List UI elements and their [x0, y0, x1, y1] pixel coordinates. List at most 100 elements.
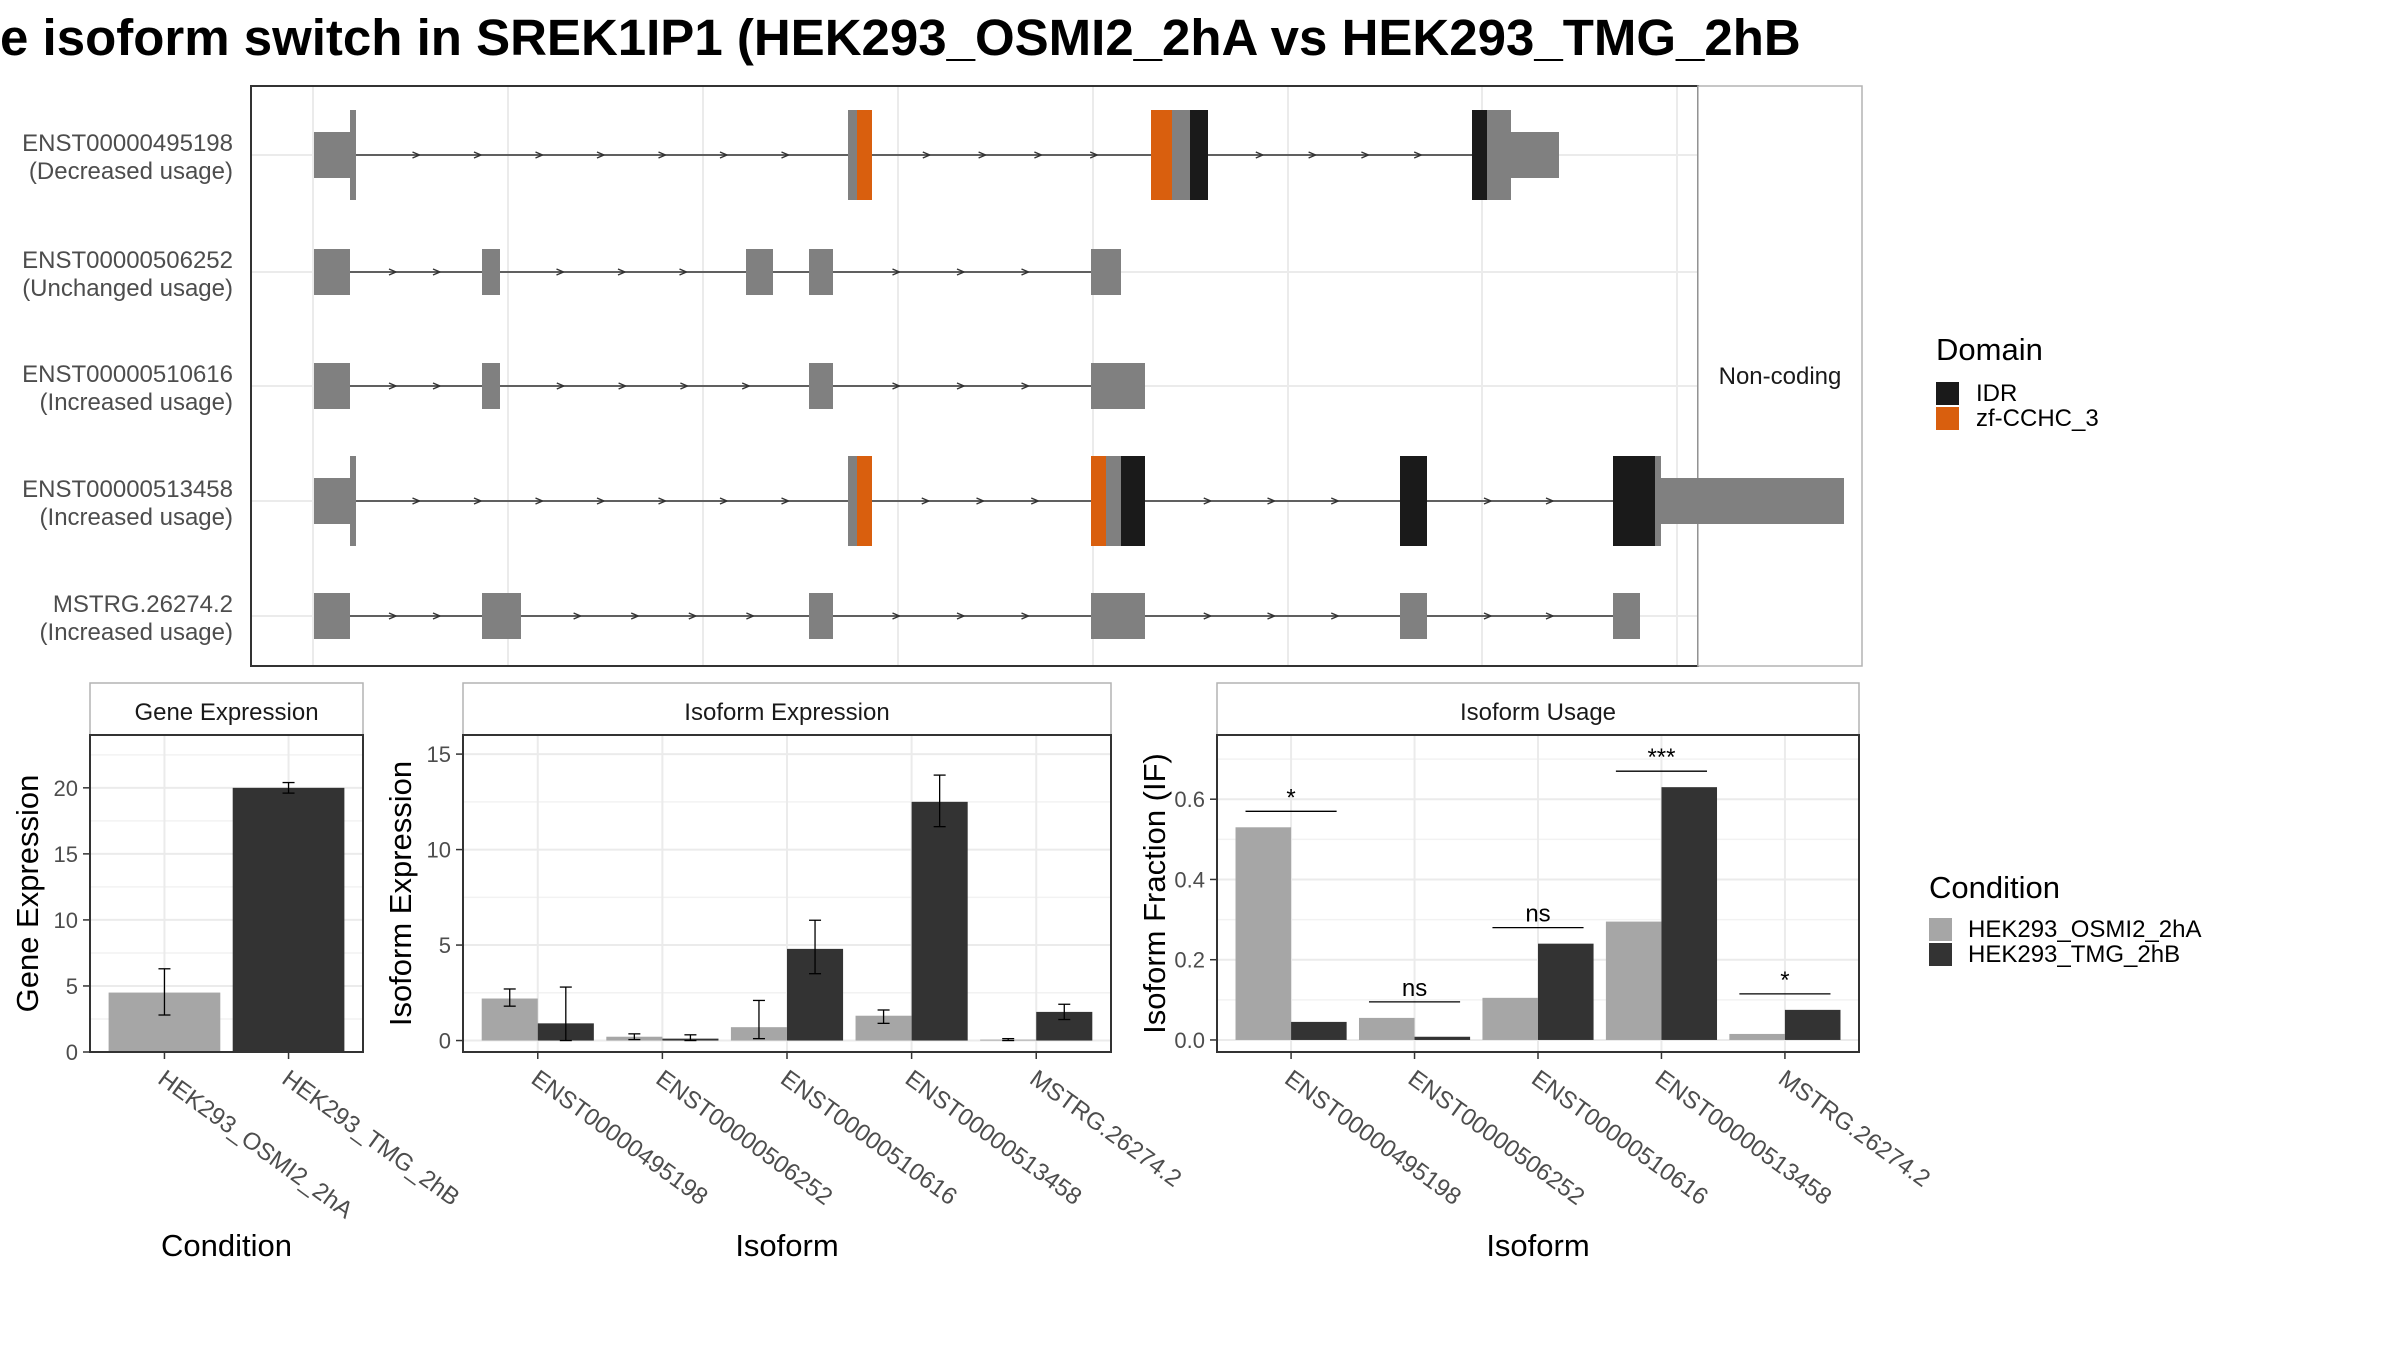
bar — [1661, 787, 1718, 1040]
exon-utr — [1091, 249, 1121, 295]
strand-arrow — [781, 151, 791, 159]
strand-arrow — [719, 151, 729, 159]
strand-arrow — [922, 151, 932, 159]
y-tick-label: 5 — [66, 974, 78, 999]
bar — [1605, 921, 1662, 1040]
domain-legend-label: zf-CCHC_3 — [1976, 405, 2099, 432]
isoform-usage-label: (Increased usage) — [40, 504, 233, 531]
strand-arrow — [556, 268, 566, 276]
bar — [911, 801, 968, 1041]
bar — [1291, 1021, 1347, 1040]
strand-arrow — [1021, 268, 1031, 276]
condition-legend-key — [1929, 918, 1952, 941]
bar — [232, 787, 345, 1052]
significance-label: * — [1780, 967, 1789, 994]
y-axis-title: Isoform Expression — [383, 761, 418, 1026]
exon-cds — [1106, 456, 1121, 546]
exon-idr — [1472, 110, 1487, 200]
domain-legend-label: IDR — [1976, 380, 2017, 407]
strand-arrow — [719, 497, 729, 505]
y-tick-label: 15 — [54, 842, 78, 867]
strand-arrow — [956, 268, 966, 276]
condition-legend-label: HEK293_OSMI2_2hA — [1968, 916, 2201, 943]
strand-arrow — [1545, 497, 1555, 505]
strand-arrow — [596, 497, 606, 505]
exon-cds — [350, 110, 356, 200]
strand-arrow — [1483, 497, 1493, 505]
strand-arrow — [1483, 612, 1493, 620]
isoform-expression-panel: Isoform Expression051015ENST00000495198E… — [383, 682, 1186, 1263]
bar — [1358, 1017, 1415, 1040]
strand-arrow — [892, 268, 902, 276]
y-tick-label: 15 — [427, 742, 451, 767]
x-axis-title: Isoform — [735, 1228, 838, 1263]
strand-arrow — [432, 382, 442, 390]
y-tick-label: 0 — [66, 1040, 78, 1065]
domain-legend-title: Domain — [1936, 332, 2043, 367]
significance-label: ns — [1402, 975, 1427, 1002]
panel-strip — [462, 682, 1112, 736]
strand-arrow — [921, 497, 931, 505]
panel-strip — [89, 682, 364, 736]
domain-legend-key — [1936, 407, 1959, 430]
y-tick-label: 10 — [54, 908, 78, 933]
panel-strip-title: Isoform Usage — [1460, 699, 1616, 726]
exon-cds — [1655, 456, 1661, 546]
exon-zf — [857, 110, 872, 200]
strand-arrow — [679, 268, 689, 276]
isoform-structure-panel: Non-coding ENST00000495198(Decreased usag… — [22, 85, 1863, 667]
strand-arrow — [1203, 497, 1213, 505]
isoform-usage-label: (Decreased usage) — [29, 158, 233, 185]
strand-arrow — [746, 612, 756, 620]
x-axis-title: Condition — [161, 1228, 292, 1263]
strand-arrow — [556, 382, 566, 390]
domain-legend-key — [1936, 382, 1959, 405]
isoform-id-label: ENST00000513458 — [22, 476, 233, 503]
exon-idr — [1613, 456, 1655, 546]
significance-label: * — [1286, 784, 1295, 811]
strand-arrow — [618, 382, 628, 390]
strand-arrow — [617, 268, 627, 276]
x-axis-title: Isoform — [1486, 1228, 1589, 1263]
isoform-id-label: ENST00000506252 — [22, 247, 233, 274]
facet-strip-label: Non-coding — [1719, 363, 1842, 390]
bar — [1784, 1009, 1841, 1040]
exon-zf — [1091, 456, 1106, 546]
exon-utr — [314, 132, 350, 178]
strand-arrow — [1413, 151, 1423, 159]
strand-arrow — [388, 382, 398, 390]
exon-utr — [1091, 363, 1145, 409]
bar — [1538, 943, 1594, 1040]
isoform-usage-label: (Increased usage) — [40, 619, 233, 646]
strand-arrow — [1545, 612, 1555, 620]
panel-strip-title: Isoform Expression — [684, 699, 889, 726]
strand-arrow — [630, 612, 640, 620]
exon-zf — [1151, 110, 1172, 200]
significance-label: *** — [1647, 744, 1675, 771]
strand-arrow — [658, 151, 668, 159]
bar — [1482, 997, 1538, 1040]
condition-legend-key — [1929, 943, 1952, 966]
strand-arrow — [535, 497, 545, 505]
strand-arrow — [1034, 151, 1044, 159]
exon-cds — [1487, 110, 1511, 200]
y-tick-label: 20 — [54, 776, 78, 801]
strand-arrow — [956, 612, 966, 620]
exon-idr — [1121, 456, 1145, 546]
y-tick-label: 0.2 — [1174, 948, 1205, 973]
strand-arrow — [473, 151, 483, 159]
condition-legend-label: HEK293_TMG_2hB — [1968, 941, 2180, 968]
exon-utr — [482, 249, 500, 295]
condition-legend-title: Condition — [1929, 870, 2060, 905]
strand-arrow — [1030, 497, 1041, 505]
bar — [1729, 1033, 1785, 1040]
exon-zf — [857, 456, 872, 546]
facet-strip — [1697, 85, 1863, 667]
isoform-id-label: ENST00000510616 — [22, 361, 233, 388]
exon-utr — [482, 363, 500, 409]
exon-cds — [848, 110, 857, 200]
strand-arrow — [412, 151, 422, 159]
